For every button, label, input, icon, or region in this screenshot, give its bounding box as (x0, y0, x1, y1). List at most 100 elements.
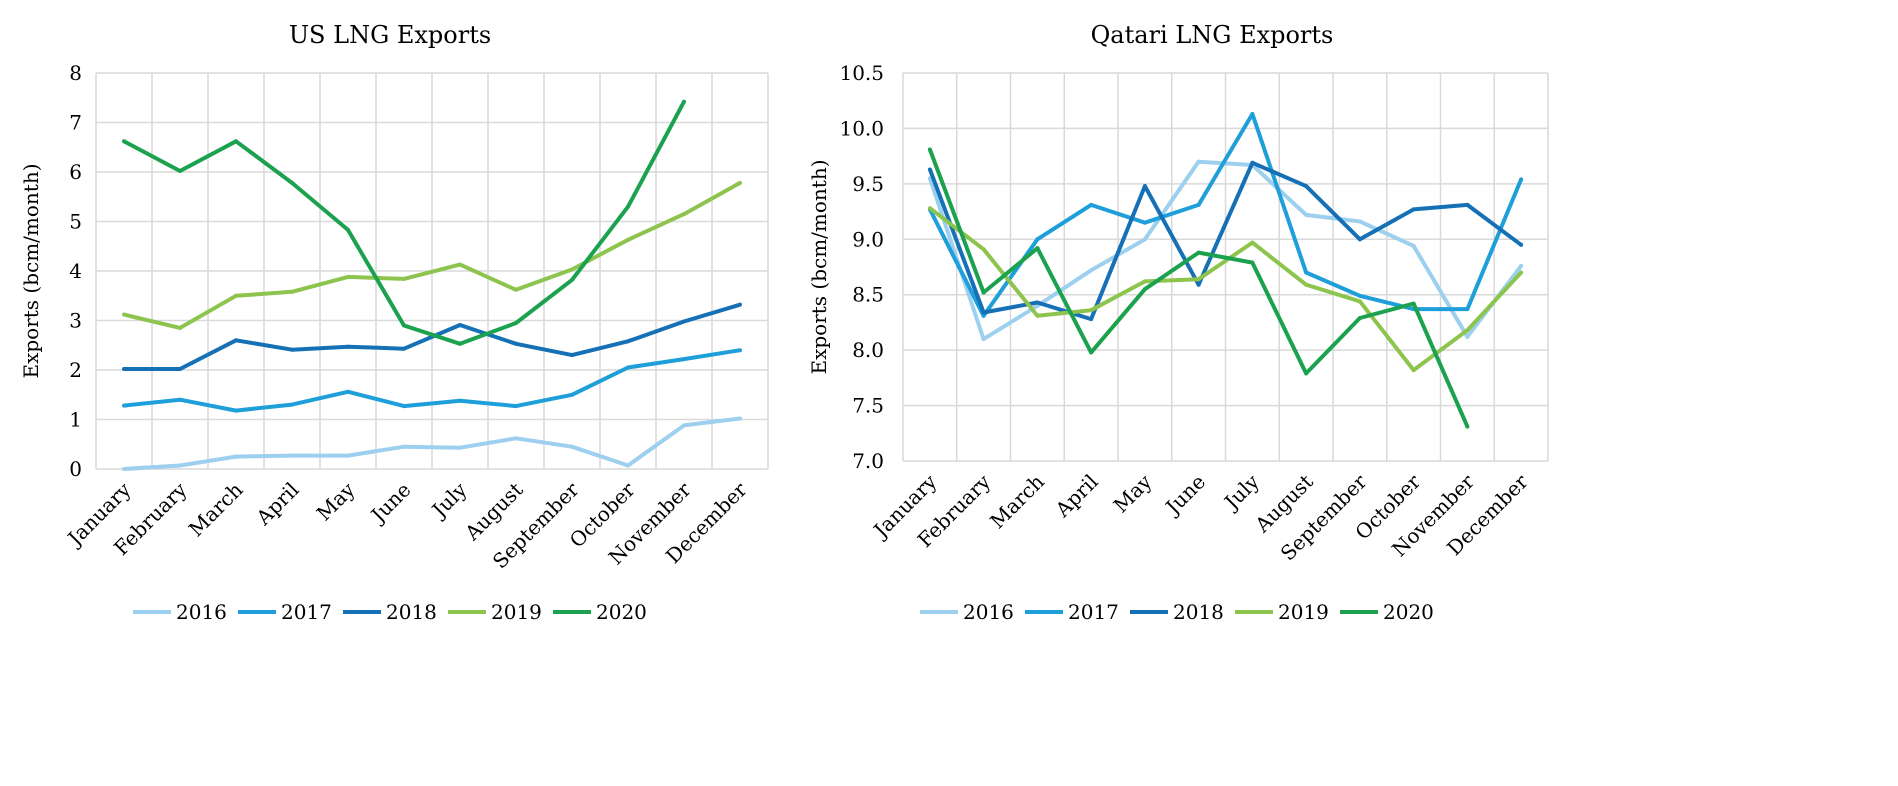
y-tick-label: 8 (69, 61, 82, 85)
legend-label: 2020 (596, 600, 647, 624)
data-point-2016 (1465, 334, 1470, 339)
data-point-2017 (514, 404, 518, 409)
data-point-2020 (927, 147, 932, 152)
data-point-2020 (514, 320, 518, 325)
data-point-2016 (458, 445, 462, 450)
data-point-2020 (178, 169, 182, 174)
data-point-2019 (1519, 270, 1524, 275)
data-point-2020 (682, 99, 686, 104)
data-point-2019 (122, 312, 126, 317)
x-tick-label: July (1218, 469, 1264, 515)
y-tick-label: 3 (69, 309, 82, 333)
data-point-2017 (1304, 270, 1309, 275)
x-tick-label: June (365, 478, 416, 529)
y-tick-label: 5 (69, 210, 82, 234)
x-tick-label: March (985, 469, 1049, 533)
data-point-2017 (290, 402, 294, 407)
data-point-2019 (514, 287, 518, 292)
legend-label: 2016 (176, 600, 227, 624)
legend-label: 2017 (281, 600, 332, 624)
data-point-2016 (1196, 159, 1201, 164)
data-point-2020 (1142, 287, 1147, 292)
series-line-2017 (123, 348, 741, 413)
y-tick-label: 7 (69, 111, 82, 135)
data-point-2018 (570, 353, 574, 358)
y-tick-label: 7.0 (852, 449, 884, 473)
data-point-2017 (981, 313, 986, 318)
data-point-2016 (570, 444, 574, 449)
data-point-2016 (1411, 243, 1416, 248)
data-point-2019 (234, 293, 238, 298)
data-point-2020 (1250, 260, 1255, 265)
data-point-2016 (178, 463, 182, 468)
data-point-2020 (1411, 301, 1416, 306)
data-point-2019 (402, 276, 406, 281)
data-point-2020 (570, 277, 574, 282)
data-point-2019 (1465, 328, 1470, 333)
data-point-2019 (570, 267, 574, 272)
y-tick-label: 8.0 (852, 338, 884, 362)
legend-label: 2017 (1068, 600, 1119, 624)
y-tick-label: 4 (69, 259, 82, 283)
data-point-2017 (1142, 220, 1147, 225)
data-point-2018 (1519, 242, 1524, 247)
data-point-2017 (1465, 307, 1470, 312)
data-point-2020 (346, 227, 350, 232)
data-point-2016 (290, 453, 294, 458)
y-tick-label: 2 (69, 358, 82, 382)
data-point-2020 (1304, 371, 1309, 376)
data-point-2017 (1035, 237, 1040, 242)
data-point-2017 (1250, 112, 1255, 117)
legend-label: 2019 (491, 600, 542, 624)
data-point-2016 (738, 416, 742, 421)
y-axis-label: Exports (bcm/month) (807, 159, 831, 374)
series-line-2019 (123, 181, 741, 330)
data-point-2017 (682, 357, 686, 362)
data-point-2020 (122, 139, 126, 144)
series-line-2017 (928, 112, 1523, 318)
data-point-2017 (402, 404, 406, 409)
data-point-2017 (1357, 293, 1362, 298)
data-point-2016 (1519, 263, 1524, 268)
data-point-2018 (981, 310, 986, 315)
data-point-2018 (122, 367, 126, 372)
data-point-2017 (122, 403, 126, 408)
x-tick-label: May (312, 477, 360, 525)
chart-title: Qatari LNG Exports (1091, 21, 1334, 49)
data-point-2016 (514, 436, 518, 441)
data-point-2017 (570, 392, 574, 397)
data-point-2020 (1089, 350, 1094, 355)
series-line-2018 (124, 302, 741, 371)
data-point-2017 (178, 397, 182, 402)
data-point-2018 (927, 167, 932, 172)
data-point-2017 (458, 398, 462, 403)
data-point-2019 (1304, 282, 1309, 287)
legend-label: 2019 (1278, 600, 1329, 624)
data-point-2020 (402, 323, 406, 328)
chart-2: Qatari LNG Exports 7.0 7.5 8.0 8.5 9.0 9.5 10.0… (807, 21, 1549, 624)
data-point-2018 (234, 338, 238, 343)
data-point-2020 (290, 180, 294, 185)
data-point-2017 (1519, 177, 1524, 182)
data-point-2019 (178, 325, 182, 330)
data-point-2016 (122, 467, 126, 471)
data-point-2020 (626, 204, 630, 209)
data-point-2016 (346, 453, 350, 458)
y-tick-label: 6 (69, 160, 82, 184)
data-point-2019 (1357, 299, 1362, 304)
data-point-2018 (1089, 317, 1094, 322)
y-tick-label: 10.5 (839, 61, 884, 85)
data-point-2017 (626, 365, 630, 370)
data-point-2018 (178, 367, 182, 372)
data-point-2019 (682, 212, 686, 217)
data-point-2018 (514, 341, 518, 346)
legend-label: 2020 (1383, 600, 1434, 624)
data-point-2017 (346, 389, 350, 394)
data-point-2018 (1250, 160, 1255, 165)
y-tick-label: 1 (69, 408, 82, 432)
data-point-2018 (738, 302, 742, 307)
data-point-2019 (346, 274, 350, 279)
data-point-2020 (234, 139, 238, 144)
data-point-2019 (290, 289, 294, 294)
